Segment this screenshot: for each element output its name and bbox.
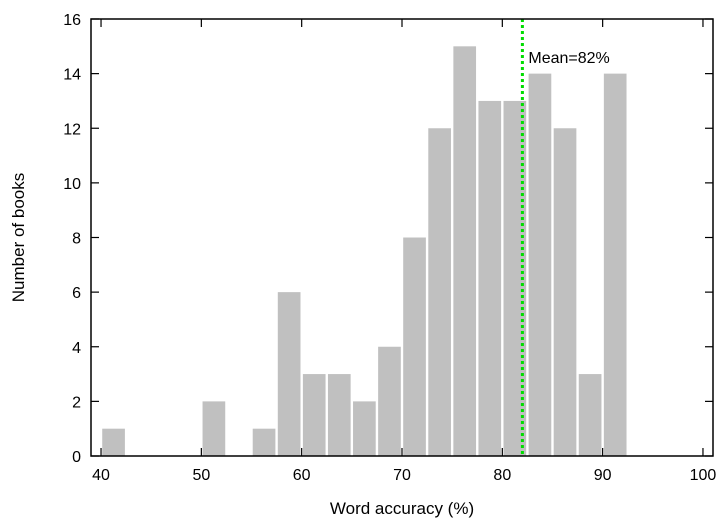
y-tick-label: 4 (72, 340, 81, 357)
bar (553, 128, 577, 456)
bar (252, 428, 276, 456)
x-tick-label: 80 (493, 467, 511, 484)
x-tick-label: 40 (92, 467, 110, 484)
y-axis-label: Number of books (9, 173, 28, 302)
y-tick-label: 0 (72, 449, 81, 466)
bar (428, 128, 451, 456)
y-tick-label: 14 (63, 67, 81, 84)
x-tick-label: 90 (594, 467, 612, 484)
y-tick-label: 8 (72, 231, 81, 248)
x-tick-label: 60 (293, 467, 311, 484)
bar (378, 346, 401, 456)
bar (578, 374, 602, 456)
bar (478, 100, 502, 456)
y-tick-label: 16 (63, 12, 81, 29)
y-tick-label: 2 (72, 394, 81, 411)
bars-group (102, 46, 627, 456)
y-tick-label: 12 (63, 121, 81, 138)
bar (327, 374, 351, 456)
x-tick-label: 50 (192, 467, 210, 484)
x-axis-label: Word accuracy (%) (330, 499, 474, 518)
plot-frame (90, 18, 714, 457)
bar (453, 46, 477, 456)
x-tick-label: 100 (690, 467, 717, 484)
x-tick-label: 70 (393, 467, 411, 484)
y-tick-label: 6 (72, 285, 81, 302)
y-tick-label: 10 (63, 176, 81, 193)
bar (102, 428, 125, 456)
bar (353, 401, 376, 456)
bar (277, 292, 301, 456)
bar (503, 100, 527, 456)
bar (403, 237, 426, 456)
mean-label: Mean=82% (528, 50, 609, 67)
bar (528, 73, 552, 456)
bar (302, 374, 326, 456)
bar (603, 73, 627, 456)
bar (202, 401, 226, 456)
tick-labels-group: 40 50 60 70 80 90 100 0 2 4 6 8 10 12 14 16 (63, 12, 716, 484)
